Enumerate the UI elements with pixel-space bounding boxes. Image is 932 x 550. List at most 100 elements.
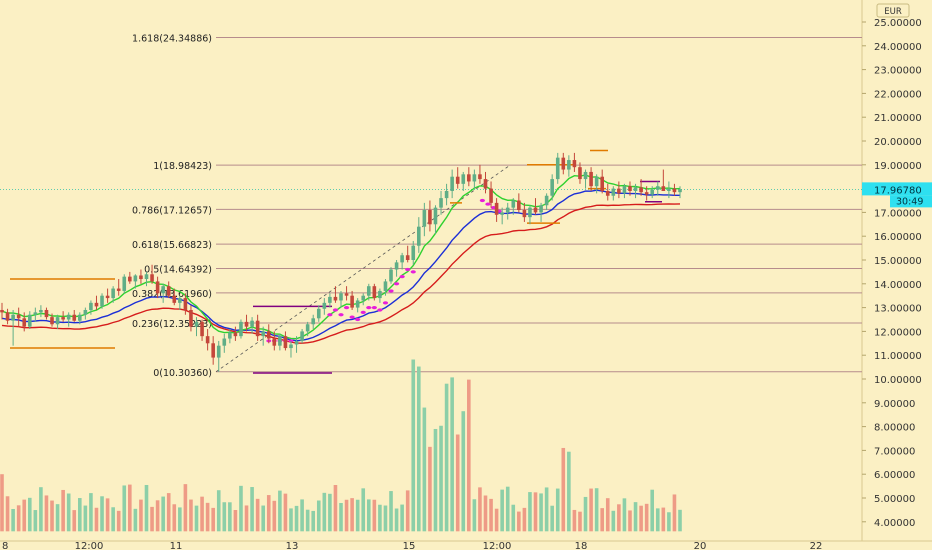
candle-body: [50, 317, 54, 325]
volume-bar: [133, 508, 138, 532]
candle-body: [239, 321, 243, 337]
candle-body: [78, 314, 82, 321]
candle-body: [100, 295, 104, 307]
volume-bar: [400, 504, 404, 532]
candle-body: [422, 210, 427, 227]
signal-dot: [410, 270, 416, 274]
volume-bar: [494, 508, 499, 532]
candle-body: [233, 332, 238, 337]
fib-level-label: 1.618(24.34886): [132, 33, 212, 44]
signal-dot: [399, 275, 405, 279]
volume-bar: [572, 509, 577, 532]
candle-body: [311, 318, 316, 325]
signal-dot: [366, 306, 372, 310]
volume-bar: [378, 504, 382, 532]
candle-body: [61, 317, 65, 320]
candle-body: [578, 167, 582, 180]
price-axis-label: 23.00000: [874, 66, 922, 77]
volume-bar: [44, 495, 49, 532]
candle-body: [389, 269, 393, 282]
last-price-value: 17.96780: [874, 185, 922, 196]
signal-dot: [332, 308, 339, 312]
candle-body: [300, 331, 304, 341]
fib-level-label: 0(10.30360): [153, 368, 212, 379]
price-axis-label: 19.00000: [874, 161, 922, 172]
volume-bar: [611, 510, 616, 532]
candle-body: [650, 189, 655, 195]
volume-bar: [5, 496, 10, 532]
candle-body: [655, 186, 660, 190]
volume-bar: [600, 508, 604, 532]
candle-body: [194, 321, 199, 327]
volume-bar: [561, 447, 566, 532]
volume-bar: [350, 498, 354, 532]
volume-bar: [61, 489, 65, 532]
volume-bar: [255, 498, 260, 532]
volume-bar: [389, 491, 393, 532]
candle-body: [672, 188, 677, 193]
volume-bar: [433, 428, 438, 532]
candle-body: [489, 188, 493, 203]
price-axis-label: 5.00000: [874, 494, 915, 505]
candle-body: [122, 276, 127, 291]
volume-bar: [316, 500, 321, 532]
volume-bar: [383, 505, 388, 532]
candle-body: [55, 317, 60, 325]
volume-bar: [478, 487, 482, 532]
volume-bar: [617, 504, 621, 532]
candle-body: [316, 308, 321, 319]
price-axis-label: 7.00000: [874, 446, 915, 457]
candle-body: [272, 338, 277, 346]
signal-dot: [327, 313, 333, 317]
candle-body: [261, 331, 265, 337]
volume-bar: [528, 492, 532, 532]
volume-bar: [394, 508, 399, 532]
candle-body: [339, 293, 343, 301]
candle-body: [628, 186, 632, 191]
candle-body: [467, 174, 471, 182]
price-axis-label: 10.00000: [874, 375, 922, 386]
time-axis-label: 12:00: [75, 541, 104, 550]
time-axis-label: 8: [2, 541, 8, 550]
volume-bar: [344, 499, 349, 532]
fib-level-label: 0.382(13.61960): [132, 289, 212, 300]
volume-bar: [66, 493, 71, 532]
candle-body: [16, 314, 21, 319]
volume-bar: [250, 487, 254, 532]
candle-body: [150, 274, 154, 282]
candle-body: [678, 189, 682, 193]
candle-body: [544, 195, 549, 206]
candle-body: [366, 286, 371, 296]
volume-bar: [211, 507, 215, 532]
volume-bar: [311, 510, 316, 532]
candle-body: [244, 321, 249, 327]
candle-body: [344, 293, 349, 296]
volume-bar: [589, 488, 593, 532]
candle-body: [189, 309, 193, 327]
candle-body: [211, 343, 215, 358]
volume-bar: [22, 499, 27, 532]
slow-moving-average-line: [1, 203, 681, 344]
time-axis-label: 13: [286, 541, 299, 550]
candle-body: [522, 210, 527, 218]
signal-dot: [349, 315, 355, 319]
volume-bar: [422, 407, 427, 532]
signal-dot: [360, 310, 366, 314]
candle-body: [328, 296, 332, 303]
candle-body: [250, 320, 254, 327]
candle-body: [633, 187, 638, 191]
price-axis-label: 11.00000: [874, 351, 922, 362]
candle-body: [116, 288, 121, 291]
volume-bar: [233, 510, 238, 532]
candle-body: [205, 336, 210, 344]
volume-bar: [111, 507, 115, 532]
candle-body: [383, 281, 388, 291]
volume-bar: [417, 366, 421, 532]
price-axis-label: 9.00000: [874, 399, 915, 410]
volume-bar: [144, 484, 149, 532]
volume-bar: [444, 383, 449, 532]
volume-bar: [172, 504, 177, 532]
